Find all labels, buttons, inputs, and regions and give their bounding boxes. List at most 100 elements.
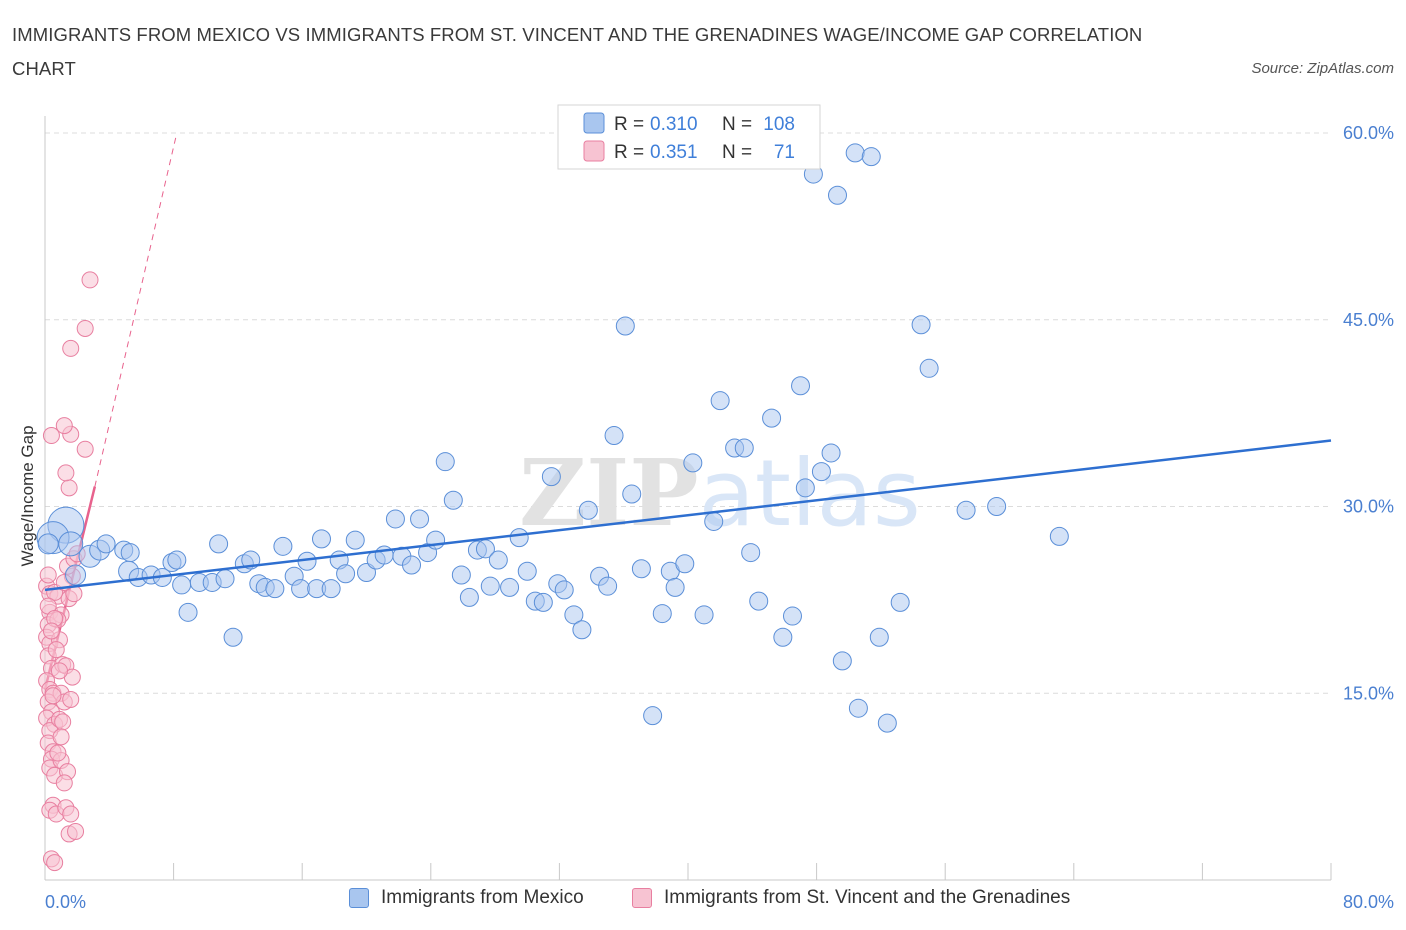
blue-point xyxy=(956,500,976,520)
blue-point xyxy=(291,579,311,599)
pink-point xyxy=(60,479,78,497)
blue-point xyxy=(598,576,618,596)
blue-point xyxy=(311,529,331,549)
stats-legend: R = 0.310 N = 108 R = 0.351 N = 71 xyxy=(557,104,821,170)
pink-trend xyxy=(43,132,178,690)
pink-point xyxy=(76,440,94,458)
pink-trend-extension xyxy=(94,132,178,487)
blue-point xyxy=(987,497,1007,516)
legend-r-value-pink: 0.351 xyxy=(650,142,698,163)
pink-point xyxy=(47,641,65,659)
pink-point xyxy=(52,728,70,746)
blue-point xyxy=(710,391,730,411)
y-tick-label: 15.0% xyxy=(1343,683,1394,703)
watermark: ZIPatlas xyxy=(519,439,921,547)
blue-point xyxy=(911,315,931,335)
blue-point xyxy=(821,443,841,463)
blue-point xyxy=(827,185,847,205)
blue-point xyxy=(172,575,192,595)
y-tick-label: 60.0% xyxy=(1343,123,1394,143)
blue-point xyxy=(402,555,422,575)
blue-point xyxy=(451,565,471,585)
legend-item-mexico: Immigrants from Mexico xyxy=(349,887,584,909)
blue-point xyxy=(631,559,651,579)
legend-swatch-blue xyxy=(583,112,605,134)
blue-point xyxy=(500,577,520,597)
blue-point xyxy=(1049,526,1069,546)
y-axis-label: Wage/Income Gap xyxy=(18,425,37,566)
blue-point xyxy=(273,536,293,556)
blue-point xyxy=(336,564,356,584)
blue-point xyxy=(215,569,235,589)
blue-point xyxy=(643,706,663,726)
blue-point xyxy=(811,462,831,482)
blue-point xyxy=(533,592,553,612)
blue-point xyxy=(734,438,754,458)
pink-point xyxy=(67,822,85,840)
blue-point xyxy=(615,316,635,336)
pink-point xyxy=(62,805,80,823)
blue-trend-line xyxy=(44,439,1332,592)
blue-point xyxy=(652,604,672,624)
blue-point xyxy=(890,592,910,612)
blue-point xyxy=(65,564,87,586)
pink-point xyxy=(55,417,73,435)
blue-point xyxy=(869,627,889,647)
pink-point xyxy=(54,713,72,731)
blue-point xyxy=(443,490,463,510)
blue-point xyxy=(572,620,592,640)
pink-point xyxy=(62,339,80,357)
pink-point xyxy=(39,566,57,584)
legend-n-value-blue: 108 xyxy=(763,114,795,135)
pink-point xyxy=(57,464,75,482)
blue-point xyxy=(919,358,939,378)
legend-n-value-pink: 71 xyxy=(774,142,795,163)
y-tick-label: 30.0% xyxy=(1343,497,1394,517)
legend-swatch-pink xyxy=(583,140,605,162)
blue-point xyxy=(209,534,229,554)
blue-point xyxy=(509,528,529,548)
blue-point xyxy=(435,452,455,472)
blue-point xyxy=(488,550,508,570)
blue-point xyxy=(37,533,59,555)
blue-point xyxy=(554,580,574,600)
blue-point xyxy=(410,509,430,529)
blue-point xyxy=(782,606,802,626)
blue-point xyxy=(749,591,769,611)
y-tick-label: 45.0% xyxy=(1343,310,1394,330)
blue-point xyxy=(167,550,187,570)
y-tick-labels: 15.0% 30.0% 45.0% 60.0% xyxy=(1343,123,1394,703)
blue-point xyxy=(459,587,479,607)
blue-point xyxy=(541,467,561,487)
blue-point xyxy=(564,605,584,625)
blue-point xyxy=(877,713,897,733)
blue-point xyxy=(622,484,642,504)
blue-point xyxy=(321,579,341,599)
blue-point xyxy=(791,376,811,396)
series-legend: Immigrants from Mexico Immigrants from S… xyxy=(0,887,1406,917)
pink-point xyxy=(50,662,68,680)
blue-point xyxy=(58,531,84,557)
pink-point xyxy=(62,690,80,708)
blue-point xyxy=(845,143,865,163)
blue-trend xyxy=(44,439,1332,592)
blue-point xyxy=(578,500,598,520)
pink-point xyxy=(42,427,60,445)
blue-point xyxy=(773,627,793,647)
blue-point xyxy=(265,579,285,599)
blue-point xyxy=(741,543,761,563)
legend-label-st-vincent: Immigrants from St. Vincent and the Gren… xyxy=(664,887,1071,908)
chart-title: IMMIGRANTS FROM MEXICO VS IMMIGRANTS FRO… xyxy=(12,24,1143,79)
blue-point xyxy=(96,534,116,554)
legend-n-label-pink: N = xyxy=(722,142,752,163)
pink-point xyxy=(42,622,60,640)
legend-r-label-blue: R = xyxy=(614,114,644,135)
blue-point xyxy=(694,605,714,625)
pink-point xyxy=(49,744,67,762)
blue-point xyxy=(665,577,685,597)
blue-point xyxy=(223,627,243,647)
watermark-zip: ZIP xyxy=(519,439,698,547)
pink-point xyxy=(81,271,99,289)
legend-swatch-mexico xyxy=(349,888,369,908)
